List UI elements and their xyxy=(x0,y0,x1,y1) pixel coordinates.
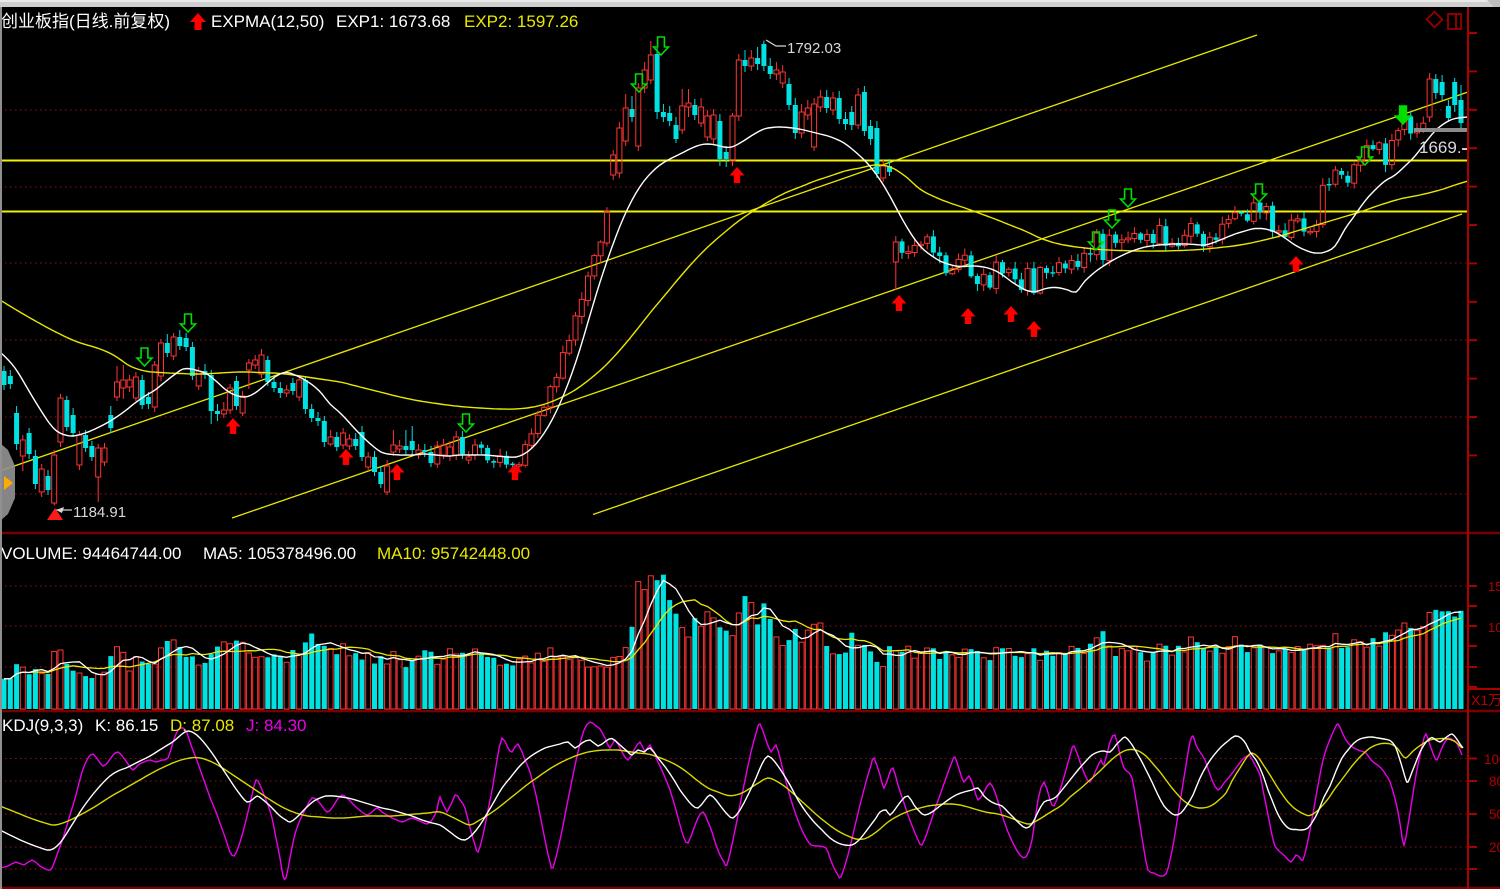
svg-text:80: 80 xyxy=(1489,774,1500,789)
svg-text:15000: 15000 xyxy=(1488,579,1500,594)
svg-text:KDJ(9,3,3): KDJ(9,3,3) xyxy=(2,716,83,735)
svg-text:20: 20 xyxy=(1489,840,1500,855)
svg-text:EXP1: 1673.68: EXP1: 1673.68 xyxy=(336,12,450,31)
svg-text:EXP2: 1597.26: EXP2: 1597.26 xyxy=(464,12,578,31)
svg-text:D: 87.08: D: 87.08 xyxy=(170,716,234,735)
svg-text:创业板指(日线.前复权): 创业板指(日线.前复权) xyxy=(1,12,170,31)
svg-text:K: 86.15: K: 86.15 xyxy=(95,716,158,735)
svg-text:1792.03: 1792.03 xyxy=(787,40,841,57)
svg-text:1669.: 1669. xyxy=(1419,138,1462,157)
svg-text:X1万: X1万 xyxy=(1471,692,1500,708)
svg-text:VOLUME: 94464744.00: VOLUME: 94464744.00 xyxy=(1,544,182,563)
svg-text:MA10: 95742448.00: MA10: 95742448.00 xyxy=(377,544,530,563)
svg-text:10000: 10000 xyxy=(1488,620,1500,635)
svg-text:100: 100 xyxy=(1484,752,1500,767)
svg-text:1184.91: 1184.91 xyxy=(73,504,126,521)
svg-text:J: 84.30: J: 84.30 xyxy=(246,716,307,735)
svg-text:EXPMA(12,50): EXPMA(12,50) xyxy=(211,12,324,31)
svg-text:50: 50 xyxy=(1489,807,1500,822)
svg-text:MA5: 105378496.00: MA5: 105378496.00 xyxy=(203,544,356,563)
